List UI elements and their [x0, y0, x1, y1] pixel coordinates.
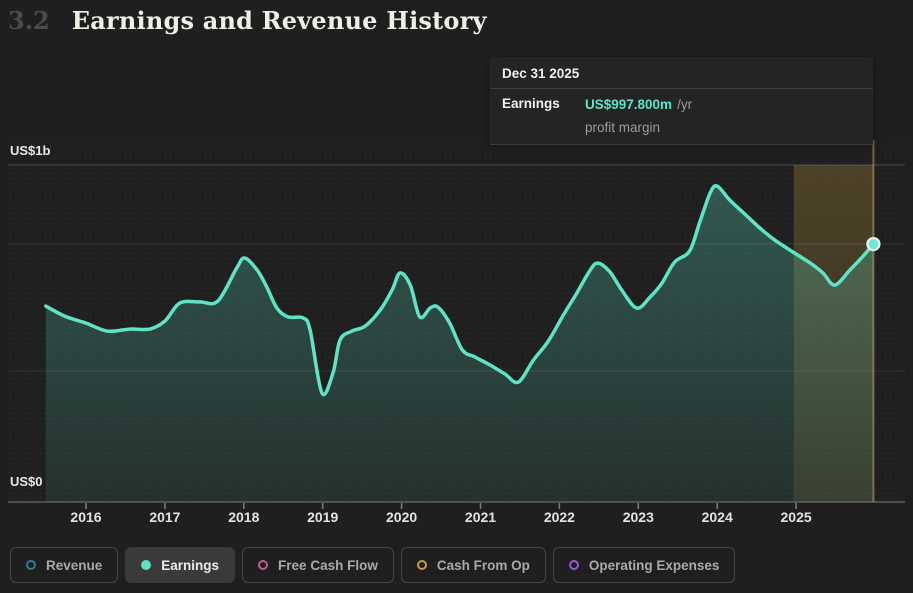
legend-button-label: Earnings — [161, 557, 220, 573]
page-title: Earnings and Revenue History — [71, 6, 487, 35]
x-axis-label: 2018 — [228, 509, 260, 525]
x-axis-label: 2020 — [386, 509, 418, 525]
x-axis-label: 2017 — [149, 509, 181, 525]
tooltip-value: US$997.800m — [585, 97, 673, 112]
tooltip-unit: /yr — [677, 97, 693, 112]
tooltip-profit-margin-label: profit margin — [585, 120, 661, 135]
legend-button-label: Revenue — [46, 557, 103, 573]
legend-button-revenue[interactable]: Revenue — [10, 547, 119, 583]
legend-button-label: Free Cash Flow — [278, 557, 378, 573]
y-axis-label-top: US$1b — [10, 143, 51, 158]
legend-button-label: Operating Expenses — [588, 557, 720, 573]
legend-button-label: Cash From Op — [436, 557, 530, 573]
legend-button-free-cash-flow[interactable]: Free Cash Flow — [242, 547, 394, 583]
chart-tooltip: Dec 31 2025 Earnings US$997.800m/yr prof… — [490, 57, 873, 145]
x-axis-label: 2019 — [307, 509, 339, 525]
legend-button-earnings[interactable]: Earnings — [125, 547, 236, 583]
legend-series-dot-icon — [416, 560, 427, 570]
x-axis-label: 2025 — [780, 509, 812, 525]
x-axis-label: 2021 — [464, 509, 497, 525]
tooltip-series-label: Earnings — [502, 96, 560, 111]
y-axis-label-bottom: US$0 — [10, 474, 43, 489]
tooltip-date: Dec 31 2025 — [490, 57, 873, 89]
legend-series-dot-icon — [141, 560, 152, 570]
legend-series-dot-icon — [258, 560, 269, 570]
x-axis-label: 2024 — [701, 509, 733, 525]
x-axis-label: 2022 — [543, 509, 575, 525]
legend-series-dot-icon — [568, 560, 579, 570]
header: 3.2 Earnings and Revenue History — [8, 6, 487, 35]
x-axis-label: 2023 — [622, 509, 654, 525]
x-axis-label: 2016 — [70, 509, 102, 525]
legend-series-dot-icon — [26, 560, 36, 570]
section-number: 3.2 — [8, 6, 50, 35]
chart-legend: Revenue Earnings Free Cash Flow Cash From O… — [10, 547, 736, 583]
legend-button-cash-from-op[interactable]: Cash From Op — [400, 547, 546, 583]
legend-button-operating-expenses[interactable]: Operating Expenses — [552, 547, 736, 583]
